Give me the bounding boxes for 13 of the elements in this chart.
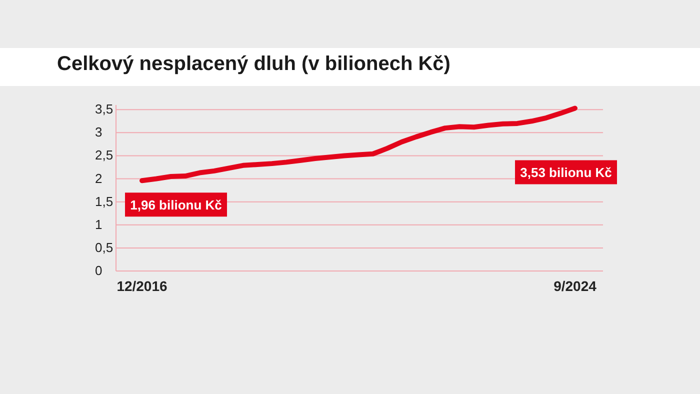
annotation: 1,96 bilionu Kč: [130, 198, 222, 213]
y-tick-label: 1,5: [95, 194, 114, 209]
x-tick-label: 12/2016: [116, 278, 168, 294]
y-tick-label: 3: [95, 124, 102, 140]
annotation: 3,53 bilionu Kč: [520, 165, 612, 180]
y-tick-label: 0,5: [95, 240, 114, 255]
y-tick-label: 3,5: [95, 102, 114, 117]
x-tick-label: 9/2024: [554, 278, 597, 294]
chart-title: Celkový nesplacený dluh (v bilionech Kč): [57, 53, 450, 76]
y-tick-label: 0: [95, 263, 102, 278]
y-tick-label: 2,5: [95, 148, 114, 163]
y-tick-label: 2: [95, 170, 102, 186]
y-tick-label: 1: [95, 216, 102, 232]
